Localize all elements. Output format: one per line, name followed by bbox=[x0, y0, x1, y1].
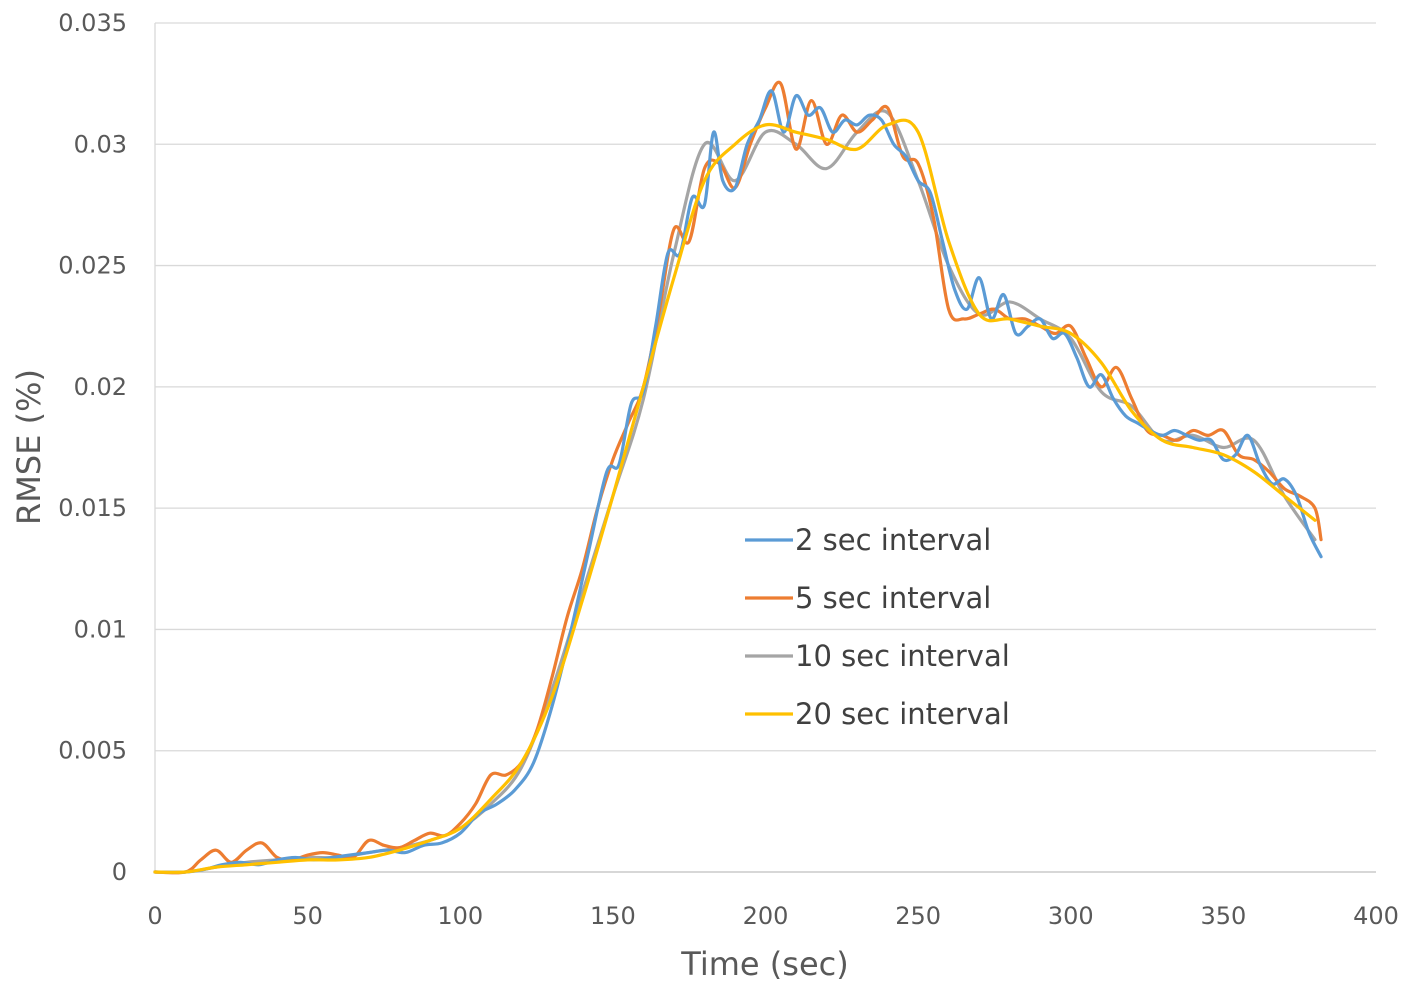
series-line-10-sec-interval bbox=[153, 109, 1317, 874]
axis-layer bbox=[154, 23, 1376, 873]
y-tick-label: 0.025 bbox=[58, 252, 127, 280]
x-tick-label: 400 bbox=[1353, 902, 1399, 930]
x-axis-title: Time (sec) bbox=[680, 945, 848, 983]
x-tick-label: 300 bbox=[1048, 902, 1094, 930]
series-line-20-sec-interval bbox=[153, 118, 1317, 874]
series-layer bbox=[153, 80, 1323, 875]
x-tick-label: 50 bbox=[292, 902, 323, 930]
series-line-2-sec-interval bbox=[153, 89, 1323, 874]
series-line-5-sec-interval bbox=[153, 80, 1323, 875]
y-tick-label: 0.03 bbox=[74, 130, 127, 158]
y-tick-label: 0.01 bbox=[74, 615, 127, 643]
y-tick-label: 0.02 bbox=[74, 373, 127, 401]
legend-label-20-sec-interval: 20 sec interval bbox=[795, 697, 1010, 731]
legend-label-2-sec-interval: 2 sec interval bbox=[795, 523, 991, 557]
x-tick-label: 150 bbox=[590, 902, 636, 930]
y-tick-label: 0.035 bbox=[58, 9, 127, 37]
tick-labels: 0 0.005 0.01 0.015 0.02 0.025 0.03 0.035 0 50 100 1… bbox=[58, 9, 1399, 930]
x-tick-label: 200 bbox=[743, 902, 789, 930]
x-tick-label: 350 bbox=[1200, 902, 1246, 930]
legend-label-5-sec-interval: 5 sec interval bbox=[795, 581, 991, 615]
y-tick-label: 0.015 bbox=[58, 494, 127, 522]
y-tick-label: 0.005 bbox=[58, 737, 127, 765]
y-tick-label: 0 bbox=[112, 858, 127, 886]
y-axis-title: RMSE (%) bbox=[10, 369, 48, 525]
legend: 2 sec interval 5 sec interval 10 sec inter… bbox=[745, 523, 1010, 731]
x-tick-label: 0 bbox=[147, 902, 162, 930]
grid-layer bbox=[155, 22, 1376, 752]
legend-label-10-sec-interval: 10 sec interval bbox=[795, 639, 1010, 673]
x-tick-label: 100 bbox=[437, 902, 483, 930]
x-tick-label: 250 bbox=[895, 902, 941, 930]
